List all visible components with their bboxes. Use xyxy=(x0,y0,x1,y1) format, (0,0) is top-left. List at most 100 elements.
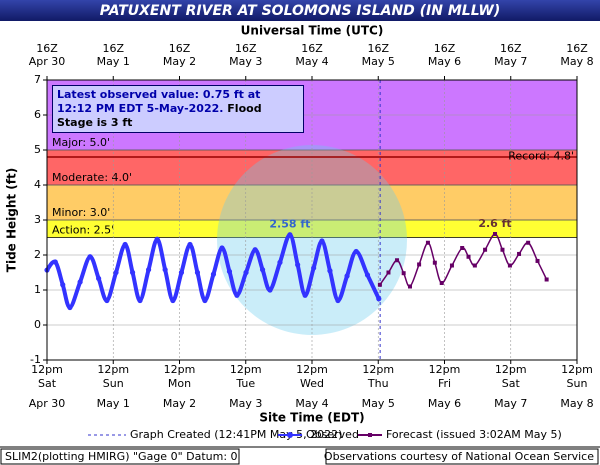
x2-tick-label: 16Z xyxy=(169,42,191,55)
x2-date-label: May 6 xyxy=(428,55,461,68)
data-point xyxy=(439,281,444,285)
data-point xyxy=(460,246,465,250)
data-point xyxy=(401,271,406,276)
data-point xyxy=(162,267,168,273)
x-day-label: Wed xyxy=(300,377,324,390)
x-day-label: Tue xyxy=(235,377,255,390)
data-point xyxy=(376,296,382,302)
data-point xyxy=(226,268,233,275)
data-point xyxy=(137,297,143,304)
y-axis-title: Tide Height (ft) xyxy=(5,168,19,272)
data-point xyxy=(187,241,193,248)
data-point xyxy=(104,297,110,304)
data-point xyxy=(449,263,454,268)
x2-date-label: Apr 30 xyxy=(29,55,66,68)
x-date-label: May 8 xyxy=(560,397,593,410)
data-point xyxy=(154,236,160,242)
data-point xyxy=(535,258,540,263)
x-tick-label: 12pm xyxy=(495,363,527,376)
flood-label: Minor: 3.0' xyxy=(52,206,110,219)
x2-date-label: May 3 xyxy=(229,55,262,68)
x2-tick-label: 16Z xyxy=(434,42,456,55)
x-date-label: May 5 xyxy=(362,397,395,410)
data-point xyxy=(472,263,477,268)
x2-date-label: May 5 xyxy=(362,55,395,68)
x2-tick-label: 16Z xyxy=(301,42,323,55)
data-point xyxy=(145,267,152,273)
flood-label: Moderate: 4.0' xyxy=(52,171,132,184)
x2-tick-label: 16Z xyxy=(102,42,124,55)
data-point xyxy=(386,270,391,275)
data-point xyxy=(466,254,471,259)
data-point xyxy=(425,240,430,245)
footer-box xyxy=(0,448,240,465)
data-point xyxy=(77,279,83,285)
data-point xyxy=(500,247,505,252)
data-point xyxy=(311,265,317,271)
footer-box xyxy=(325,448,599,465)
x-tick-label: 12pm xyxy=(362,363,394,376)
data-point xyxy=(417,262,422,267)
data-point xyxy=(493,232,498,236)
x2-date-label: May 2 xyxy=(163,55,196,68)
x-day-label: Fri xyxy=(438,377,451,390)
x-date-label: May 4 xyxy=(295,397,328,410)
data-point xyxy=(507,263,512,268)
latest-observed: Latest observed value: 0.75 ft at 12:12 … xyxy=(57,88,261,115)
data-point xyxy=(364,272,371,278)
x-tick-label: 12pm xyxy=(31,363,63,376)
x-day-label: Sat xyxy=(502,377,521,390)
data-point xyxy=(377,282,382,287)
x-tick-label: 12pm xyxy=(164,363,196,376)
data-point xyxy=(277,259,283,265)
info-box: Latest observed value: 0.75 ft at 12:12 … xyxy=(52,85,304,133)
data-point xyxy=(319,238,325,244)
x2-tick-label: 16Z xyxy=(235,42,257,55)
data-point xyxy=(122,241,128,248)
flood-label: Action: 2.5' xyxy=(52,224,114,237)
data-point xyxy=(327,268,333,274)
y-tick-label: 4 xyxy=(34,178,41,191)
footer-right: Observations courtesy of National Ocean … xyxy=(324,450,594,463)
y-tick-label: 0 xyxy=(34,318,41,331)
y-tick-label: 6 xyxy=(34,108,41,121)
flood-label: Major: 5.0' xyxy=(52,136,110,149)
data-point xyxy=(526,240,531,245)
data-point xyxy=(517,251,522,256)
flood-band xyxy=(47,185,577,220)
plot-frame xyxy=(46,79,578,361)
data-point xyxy=(170,297,176,304)
data-point xyxy=(432,260,437,265)
legend-label: Observed xyxy=(306,428,359,441)
data-point xyxy=(335,297,341,304)
data-point xyxy=(395,258,400,263)
data-point xyxy=(483,247,488,252)
y-tick-label: 5 xyxy=(34,143,41,156)
y-tick-label: -1 xyxy=(30,353,41,366)
data-point xyxy=(407,284,412,289)
data-point xyxy=(353,248,359,255)
x2-date-label: May 4 xyxy=(295,55,328,68)
data-point xyxy=(178,269,185,276)
x2-tick-label: 16Z xyxy=(36,42,58,55)
data-point xyxy=(544,277,549,282)
data-point xyxy=(60,282,66,288)
data-point xyxy=(194,269,201,276)
y-tick-label: 1 xyxy=(34,283,41,296)
x2-tick-label: 16Z xyxy=(500,42,522,55)
x-date-label: May 7 xyxy=(494,397,527,410)
x-date-label: May 1 xyxy=(97,397,130,410)
data-point xyxy=(295,262,301,268)
record-label: Record: 4.8' xyxy=(508,150,574,163)
data-point xyxy=(202,297,208,304)
x-tick-label: 12pm xyxy=(97,363,129,376)
x2-tick-label: 16Z xyxy=(367,42,389,55)
x-day-label: Mon xyxy=(168,377,191,390)
data-point xyxy=(259,267,266,273)
data-point xyxy=(87,254,93,260)
data-point xyxy=(344,273,350,279)
x2-date-label: May 8 xyxy=(560,55,593,68)
x2-date-label: May 7 xyxy=(494,55,527,68)
footer-left: SLIM2(plotting HMIRG) "Gage 0" Datum: 0' xyxy=(5,450,241,463)
